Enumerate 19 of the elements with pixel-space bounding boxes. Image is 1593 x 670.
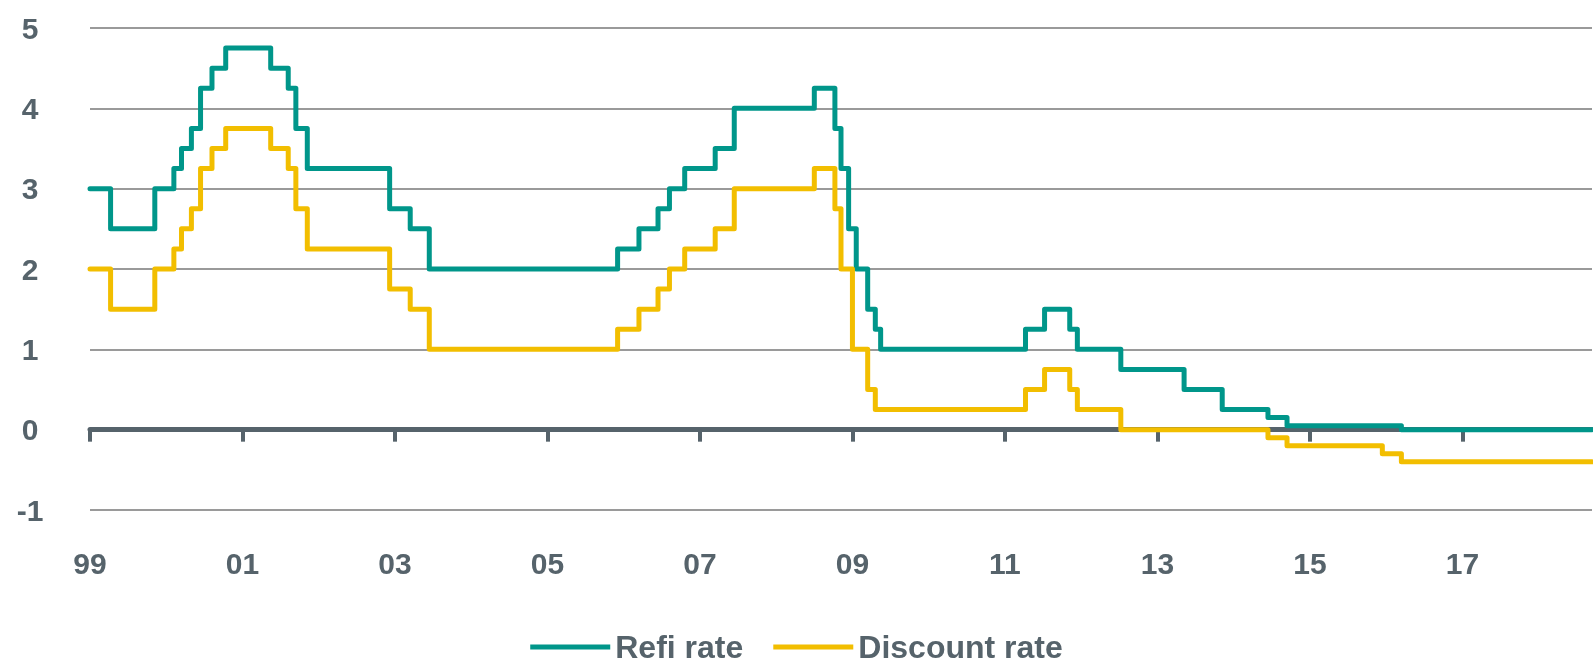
x-tick-label: 01 <box>225 546 260 580</box>
x-tick-label: 17 <box>1445 546 1480 580</box>
x-tick-label: 03 <box>378 546 412 580</box>
y-tick-label: 0 <box>21 413 39 447</box>
y-tick-label: 2 <box>21 252 39 286</box>
x-tick-label: 13 <box>1140 546 1175 580</box>
x-tick-label: 11 <box>989 546 1021 580</box>
x-tick-label: 09 <box>835 546 870 580</box>
legend-label: Discount rate <box>858 629 1063 665</box>
x-tick-label: 07 <box>683 546 717 580</box>
y-tick-label: -1 <box>16 493 44 527</box>
x-tick-label: 05 <box>530 546 565 580</box>
y-tick-label: 5 <box>21 11 39 45</box>
x-tick-label: 15 <box>1293 546 1327 580</box>
y-tick-label: 1 <box>21 332 39 366</box>
x-tick-label: 99 <box>73 546 107 580</box>
legend-label: Refi rate <box>615 629 744 665</box>
y-tick-label: 4 <box>21 91 39 125</box>
y-tick-label: 3 <box>21 172 39 206</box>
